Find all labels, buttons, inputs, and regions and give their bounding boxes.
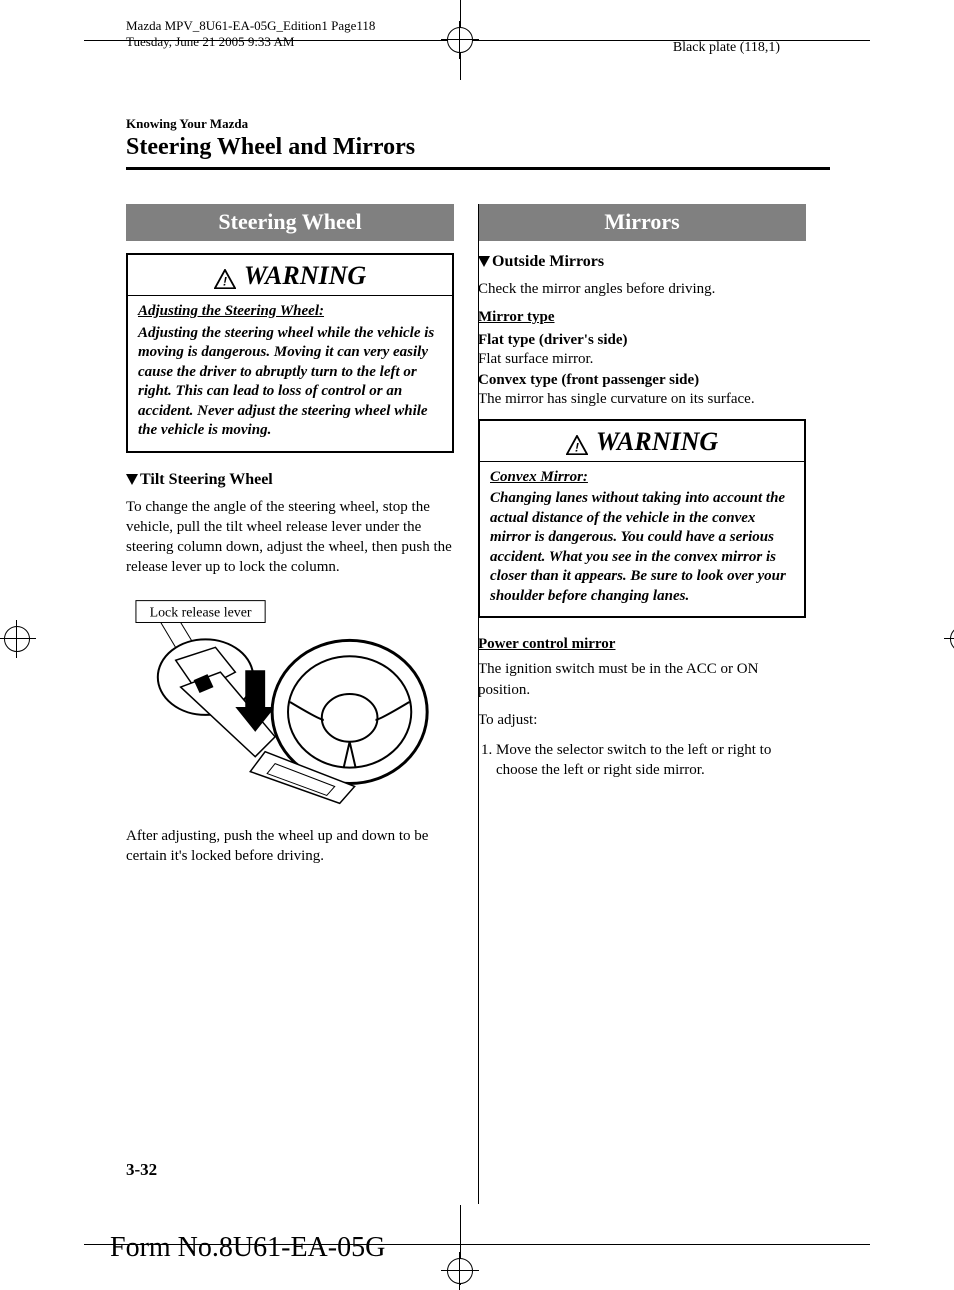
warning-lead: Adjusting the Steering Wheel: bbox=[138, 302, 442, 322]
section-bar-steering: Steering Wheel bbox=[126, 204, 454, 241]
print-header: Mazda MPV_8U61-EA-05G_Edition1 Page118 T… bbox=[126, 18, 375, 49]
page-number: 3-32 bbox=[126, 1160, 157, 1180]
form-number: Form No.8U61-EA-05G bbox=[110, 1232, 385, 1264]
steering-diagram: Lock release lever bbox=[126, 592, 454, 812]
subhead-outside-mirrors: Outside Mirrors bbox=[478, 253, 806, 271]
warning-box-mirror: ! WARNING Convex Mirror: Changing lanes … bbox=[478, 419, 806, 619]
title-rule bbox=[126, 167, 830, 170]
paragraph: The ignition switch must be in the ACC o… bbox=[478, 659, 806, 700]
triangle-bullet-icon bbox=[126, 474, 138, 485]
warning-box-steering: ! WARNING Adjusting the Steering Wheel: … bbox=[126, 253, 454, 453]
section-bar-mirrors: Mirrors bbox=[478, 204, 806, 241]
warning-lead: Convex Mirror: bbox=[490, 468, 794, 488]
warning-icon: ! bbox=[566, 432, 588, 452]
content-area: Knowing Your Mazda Steering Wheel and Mi… bbox=[126, 116, 830, 876]
column-divider bbox=[478, 204, 479, 1204]
page-title: Steering Wheel and Mirrors bbox=[126, 134, 830, 161]
black-plate-label: Black plate (118,1) bbox=[673, 40, 780, 56]
paragraph: The mirror has single curvature on its s… bbox=[478, 389, 806, 409]
warning-header: ! WARNING bbox=[128, 255, 452, 296]
warning-icon: ! bbox=[214, 266, 236, 286]
paragraph: To adjust: bbox=[478, 710, 806, 730]
page: Mazda MPV_8U61-EA-05G_Edition1 Page118 T… bbox=[0, 0, 954, 1285]
breadcrumb: Knowing Your Mazda bbox=[126, 116, 830, 132]
subhead-text: Outside Mirrors bbox=[492, 253, 604, 270]
paragraph: Flat surface mirror. bbox=[478, 349, 806, 369]
warning-label: WARNING bbox=[596, 427, 718, 457]
triangle-bullet-icon bbox=[478, 256, 490, 267]
paragraph: After adjusting, push the wheel up and d… bbox=[126, 826, 454, 867]
power-control-heading: Power control mirror bbox=[478, 636, 806, 653]
flat-type-heading: Flat type (driver's side) bbox=[478, 332, 806, 349]
warning-text: Adjusting the steering wheel while the v… bbox=[138, 325, 434, 439]
right-column: Mirrors Outside Mirrors Check the mirror… bbox=[466, 204, 806, 876]
subhead-text: Tilt Steering Wheel bbox=[140, 471, 273, 488]
adjust-steps-list: Move the selector switch to the left or … bbox=[496, 740, 806, 781]
warning-text: Changing lanes without taking into accou… bbox=[490, 490, 786, 604]
warning-body: Convex Mirror: Changing lanes without ta… bbox=[480, 462, 804, 617]
print-file-line1: Mazda MPV_8U61-EA-05G_Edition1 Page118 bbox=[126, 18, 375, 34]
left-column: Steering Wheel ! WARNING Adjusting the S… bbox=[126, 204, 466, 876]
crop-mark bbox=[84, 40, 870, 41]
mirror-type-heading: Mirror type bbox=[478, 309, 806, 326]
warning-body: Adjusting the Steering Wheel: Adjusting … bbox=[128, 296, 452, 451]
paragraph: To change the angle of the steering whee… bbox=[126, 497, 454, 578]
subhead-tilt-steering: Tilt Steering Wheel bbox=[126, 471, 454, 489]
warning-header: ! WARNING bbox=[480, 421, 804, 462]
two-column-layout: Steering Wheel ! WARNING Adjusting the S… bbox=[126, 204, 830, 876]
convex-type-heading: Convex type (front passenger side) bbox=[478, 372, 806, 389]
warning-label: WARNING bbox=[244, 261, 366, 291]
print-file-line2: Tuesday, June 21 2005 9:33 AM bbox=[126, 34, 375, 50]
svg-text:!: ! bbox=[575, 440, 579, 454]
diagram-label-text: Lock release lever bbox=[150, 605, 252, 620]
svg-text:!: ! bbox=[223, 274, 227, 288]
list-item: Move the selector switch to the left or … bbox=[496, 740, 806, 781]
paragraph: Check the mirror angles before driving. bbox=[478, 279, 806, 299]
